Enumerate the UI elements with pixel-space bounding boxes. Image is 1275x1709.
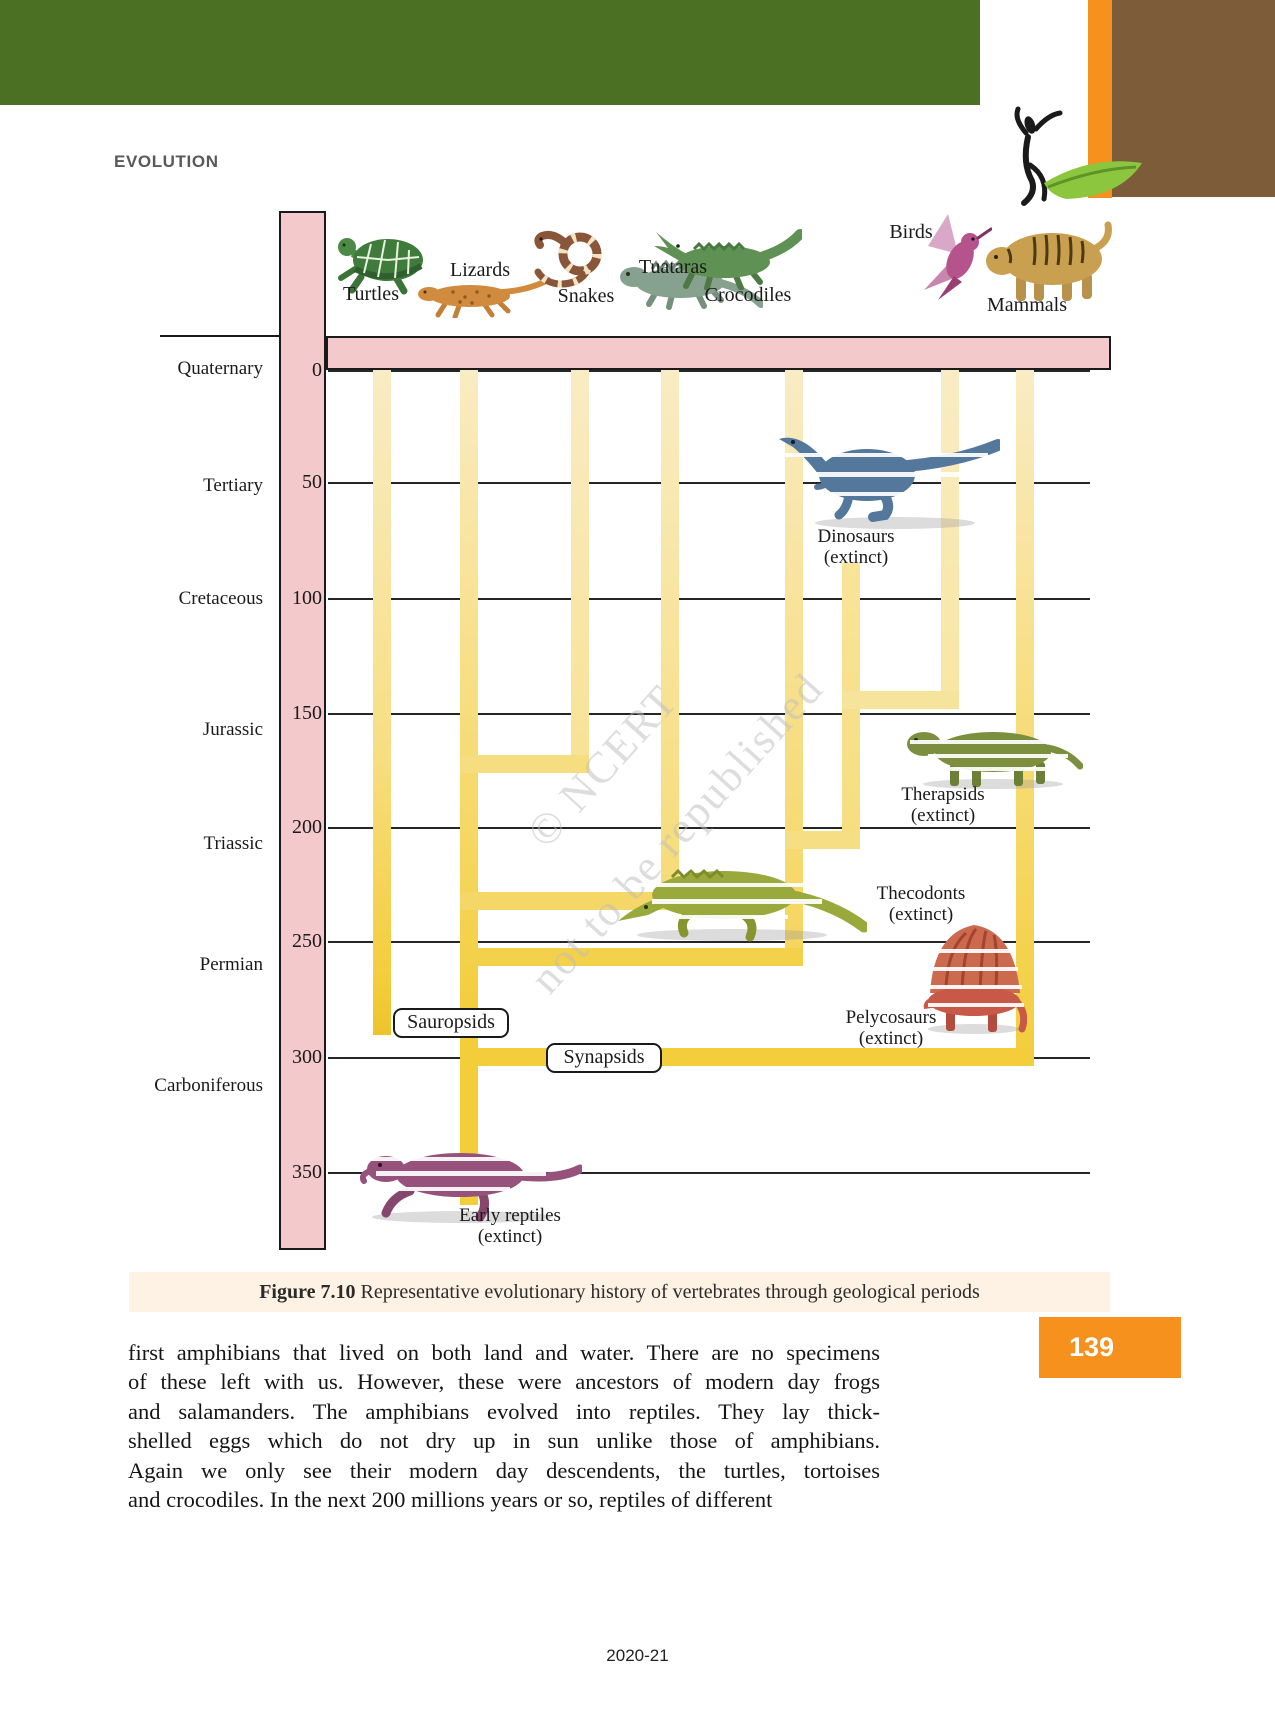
- birds-dinosaur-junction-bar: [842, 691, 959, 709]
- tick-label: 50: [302, 471, 322, 493]
- tick-label: 350: [292, 1161, 322, 1183]
- sauropsids-clade-box: Sauropsids: [393, 1008, 509, 1038]
- tuataras-junction-bar: [460, 892, 679, 910]
- dinosaur-crocodile-junction-bar: [785, 831, 860, 849]
- dinosaurs-label: Dinosaurs (extinct): [817, 526, 895, 568]
- lizard-image: [418, 277, 550, 318]
- ncert-dancer-logo-icon: [1014, 106, 1142, 206]
- tick-label: 100: [292, 587, 322, 609]
- therapsids-label: Therapsids (extinct): [901, 784, 985, 826]
- body-line: Again we only see their modern day desce…: [128, 1457, 880, 1483]
- body-line: shelled eggs which do not dry up in sun …: [128, 1428, 880, 1454]
- tick-label: 0: [312, 359, 322, 381]
- period-label-carboniferous: Carboniferous: [154, 1075, 263, 1096]
- crocodiles-label: Crocodiles: [704, 284, 792, 306]
- pelycosaur-image: [923, 925, 1027, 1034]
- birds-label: Birds: [889, 221, 933, 243]
- snakes-label: Snakes: [557, 285, 615, 307]
- turtles-lineage-line: [373, 370, 391, 1035]
- body-line: and salamanders. The amphibians evolved …: [128, 1398, 880, 1424]
- tuataras-label: Tuataras: [638, 256, 708, 278]
- mammals-lineage-line: [1016, 370, 1034, 1066]
- gridline-200: [328, 827, 1090, 829]
- tick-label: 200: [292, 816, 322, 838]
- dinosaur-image: [779, 437, 1000, 529]
- period-label-jurassic: Jurassic: [202, 719, 263, 740]
- therapsid-image: [907, 732, 1083, 789]
- gridline-100: [328, 598, 1090, 600]
- header-green-band: [0, 0, 980, 105]
- synapsids-clade-box: Synapsids: [546, 1043, 662, 1073]
- figure-caption-band: Figure 7.10 Representative evolutionary …: [129, 1272, 1110, 1312]
- snake-image: [534, 230, 602, 288]
- bird-image: [924, 214, 992, 300]
- crocodile-image: [654, 229, 802, 290]
- gridline-0: [328, 370, 1090, 372]
- snakes-lizards-junction-bar: [460, 755, 589, 773]
- lizards-label: Lizards: [450, 259, 510, 281]
- gridline-150: [328, 713, 1090, 715]
- leaf-icon: [1044, 161, 1142, 199]
- gridline-50: [328, 482, 1090, 484]
- tiger-image: [986, 221, 1112, 301]
- mammals-label: Mammals: [987, 294, 1067, 316]
- tick-label: 250: [292, 930, 322, 952]
- figure-number: Figure 7.10: [259, 1281, 356, 1303]
- snakes-lineage-line: [571, 370, 589, 773]
- turtles-label: Turtles: [343, 283, 399, 305]
- crocodiles-junction-bar: [460, 948, 803, 966]
- present-day-band: [326, 336, 1111, 370]
- gridline-250: [328, 941, 1090, 943]
- tick-label: 300: [292, 1046, 322, 1068]
- turtle-image: [338, 238, 423, 295]
- body-paragraph: first amphibians that lived on both land…: [128, 1340, 880, 1516]
- page-number-box: 139: [1039, 1317, 1181, 1378]
- period-label-cretaceous: Cretaceous: [178, 588, 263, 609]
- early-reptiles-label: Early reptiles (extinct): [459, 1205, 561, 1247]
- thecodont-image: [618, 868, 867, 942]
- tuataras-lineage-line: [661, 370, 679, 910]
- body-line: first amphibians that lived on both land…: [128, 1340, 880, 1365]
- lizards-trunk-lineage-line: [460, 370, 478, 1205]
- thecodonts-label: Thecodonts (extinct): [876, 883, 966, 925]
- period-label-tertiary: Tertiary: [203, 475, 263, 496]
- quaternary-top-rule: [160, 335, 279, 337]
- geologic-time-sidebar: [279, 211, 326, 1250]
- period-label-quaternary: Quaternary: [177, 358, 263, 379]
- body-line: and crocodiles. In the next 200 millions…: [128, 1486, 773, 1512]
- page-number: 139: [1069, 1332, 1115, 1362]
- early-reptile-image: [359, 1153, 582, 1223]
- figure-caption: Figure 7.10 Representative evolutionary …: [259, 1281, 980, 1303]
- period-label-triassic: Triassic: [203, 833, 263, 854]
- chapter-running-head: EVOLUTION: [114, 152, 219, 171]
- body-line: of these left with us. However, these we…: [128, 1369, 880, 1395]
- pelycosaurs-label: Pelycosaurs (extinct): [845, 1007, 937, 1049]
- footer-year: 2020-21: [606, 1646, 669, 1665]
- period-label-permian: Permian: [199, 954, 263, 975]
- crocodiles-lineage-line: [785, 370, 803, 966]
- tick-label: 150: [292, 702, 322, 724]
- gridline-350: [328, 1172, 1090, 1174]
